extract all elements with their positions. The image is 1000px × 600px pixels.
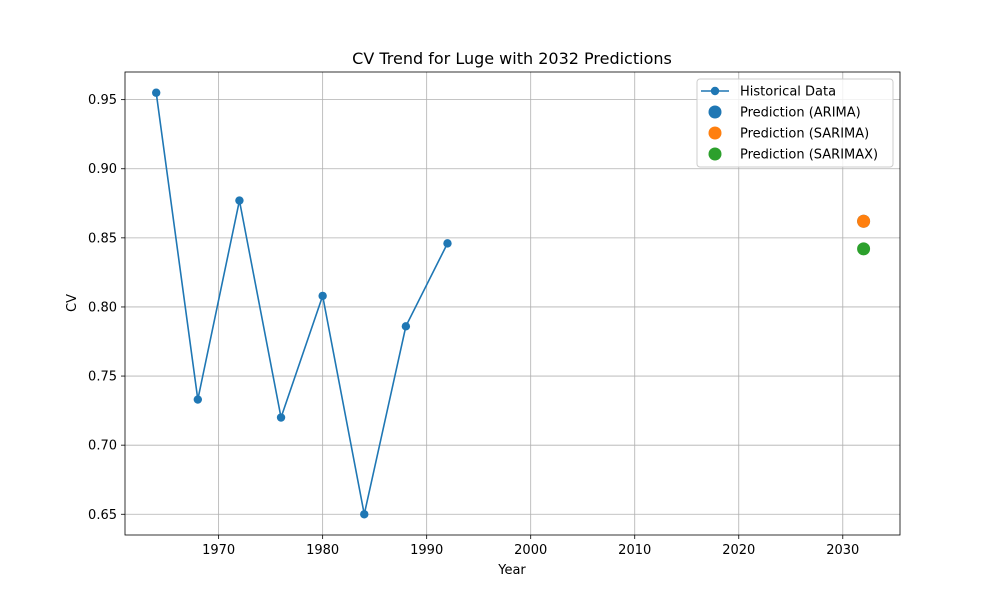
historical-data-point [443,239,452,248]
x-tick-label: 2000 [514,543,547,558]
legend-label: Prediction (SARIMA) [740,127,869,142]
historical-data-point [152,88,161,97]
legend-marker-swatch [710,86,720,96]
x-tick-label: 1980 [306,543,339,558]
y-tick-label: 0.80 [88,300,117,315]
y-tick-label: 0.65 [88,508,117,523]
historical-data-point [235,196,244,205]
legend-marker-swatch [708,126,722,140]
y-tick-label: 0.90 [88,162,117,177]
legend-marker-swatch [708,105,722,119]
historical-data-point [318,291,327,301]
legend-marker-swatch [708,147,722,161]
historical-data-point [360,510,369,519]
y-tick-label: 0.70 [88,439,117,454]
legend: Historical Data Prediction (ARIMA) Predict… [696,78,894,168]
chart-title: CV Trend for Luge with 2032 Predictions [352,49,672,68]
historical-data-point [193,395,203,404]
plot-frame [124,71,901,536]
x-tick-label: 1970 [202,543,235,558]
y-tick-label: 0.85 [88,231,117,246]
x-tick-label: 2010 [618,543,651,558]
historical-data-point [401,322,411,331]
x-axis: 1970 1980 1990 2000 2010 2020 2030 [202,535,859,558]
legend-label: Prediction (SARIMAX) [740,148,878,163]
prediction-point-sarimax [857,242,871,256]
legend-label: Prediction (ARIMA) [740,106,861,121]
x-axis-label: Year [497,563,526,578]
legend-label: Historical Data [740,85,836,100]
x-tick-label: 2030 [826,543,859,558]
plot-area [152,88,871,519]
historical-data-line [155,92,449,515]
y-axis: 0.65 0.70 0.75 0.80 0.85 0.90 0.95 [88,93,125,523]
legend-box [696,78,894,168]
prediction-point-sarima [857,214,871,228]
y-tick-label: 0.75 [88,370,117,385]
historical-data-point [276,413,286,422]
y-axis-label: CV [65,294,80,312]
x-tick-label: 1990 [410,543,443,558]
x-tick-label: 2020 [722,543,755,558]
y-tick-label: 0.95 [88,93,117,108]
